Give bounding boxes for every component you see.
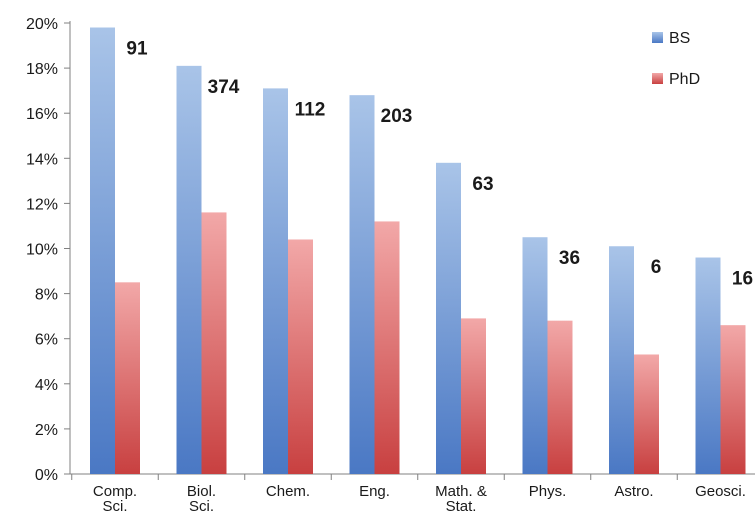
bar-phd-3 xyxy=(374,221,400,474)
bar-bs-1 xyxy=(176,65,202,474)
x-tick-label: Phys. xyxy=(529,483,567,500)
y-tick-label: 0% xyxy=(35,467,58,484)
legend: BS PhD xyxy=(652,30,700,88)
y-tick-label: 6% xyxy=(35,332,58,349)
legend-swatch-bs xyxy=(652,32,663,43)
y-tick-label: 4% xyxy=(35,377,58,394)
bar-bs-4 xyxy=(436,162,461,474)
x-tick-label: Comp. xyxy=(93,483,137,500)
y-tick-label: 18% xyxy=(26,61,58,78)
data-label: 36 xyxy=(559,248,580,269)
x-tick-label: Stat. xyxy=(446,498,477,515)
x-tick-label: Sci. xyxy=(102,498,127,515)
y-tick-label: 10% xyxy=(26,242,58,259)
data-label: 112 xyxy=(295,99,326,120)
bar-phd-5 xyxy=(547,320,573,474)
data-label: 91 xyxy=(126,39,148,60)
bar-phd-6 xyxy=(634,354,659,474)
bar-phd-4 xyxy=(461,318,486,474)
y-tick-label: 8% xyxy=(35,287,58,304)
x-tick-label: Sci. xyxy=(189,498,214,515)
bar-bs-2 xyxy=(263,88,288,475)
axes: 0% 2% 4% 6% 8% 10% 12% 14% 16% 18% 20% xyxy=(26,16,755,484)
x-tick-label: Eng. xyxy=(359,483,390,500)
x-tick-label: Astro. xyxy=(614,483,653,500)
data-label: 6 xyxy=(651,257,662,278)
bar-bs-5 xyxy=(522,237,548,474)
bar-phd-1 xyxy=(201,212,227,475)
bar-bs-3 xyxy=(349,95,375,474)
x-tick-label: Math. & xyxy=(435,483,487,500)
bar-bs-7 xyxy=(695,257,721,474)
bar-phd-0 xyxy=(115,282,140,474)
y-tick-label: 2% xyxy=(35,422,58,439)
bar-phd-7 xyxy=(720,325,746,474)
y-tick-label: 14% xyxy=(26,151,58,168)
data-label: 16 xyxy=(732,269,753,290)
bar-phd-2 xyxy=(288,239,313,474)
legend-label-phd: PhD xyxy=(669,71,700,88)
data-label: 63 xyxy=(472,174,493,195)
x-tick-label: Chem. xyxy=(266,483,310,500)
bar-bs-6 xyxy=(609,246,634,474)
bar-bs-0 xyxy=(90,27,115,474)
legend-swatch-phd xyxy=(652,73,663,84)
labels: 91Comp.Sci.374Biol.Sci.112Chem.203Eng.63… xyxy=(93,39,753,515)
y-tick-label: 12% xyxy=(26,196,58,213)
y-tick-label: 20% xyxy=(26,16,58,33)
legend-label-bs: BS xyxy=(669,30,690,47)
bars xyxy=(90,27,746,475)
data-label: 203 xyxy=(381,106,413,127)
data-label: 374 xyxy=(208,77,240,98)
y-tick-label: 16% xyxy=(26,106,58,123)
x-tick-label: Geosci. xyxy=(695,483,746,500)
x-tick-label: Biol. xyxy=(187,483,216,500)
